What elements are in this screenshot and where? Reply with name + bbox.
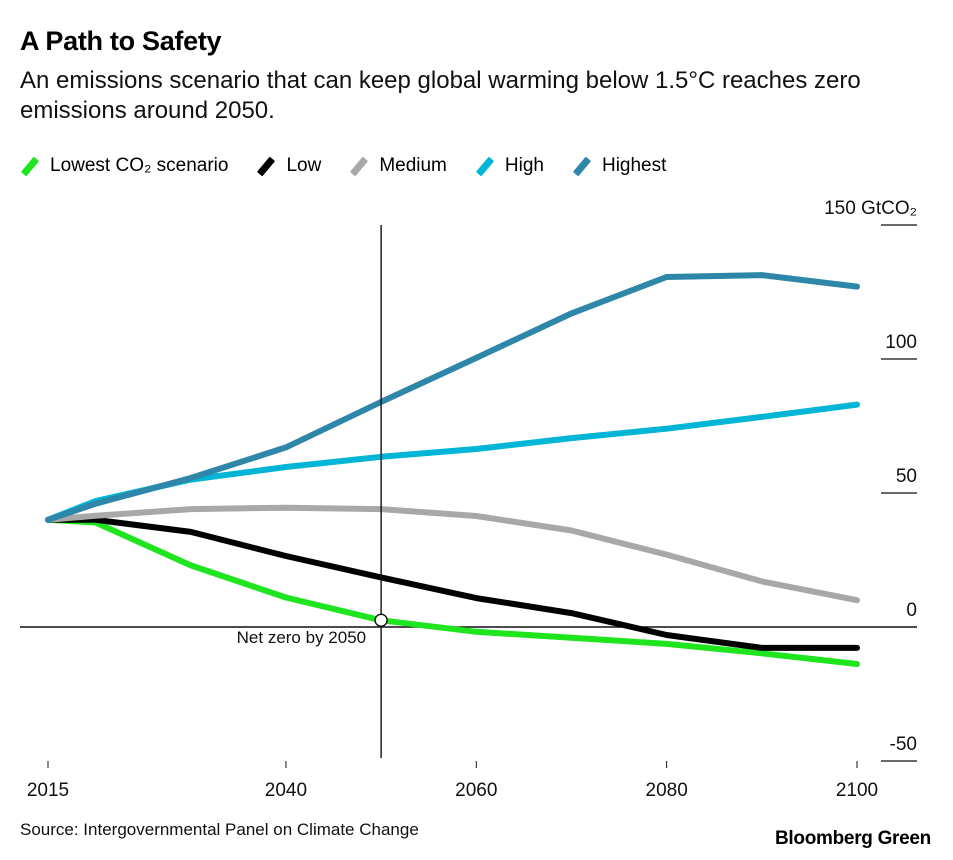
brand-logo: Bloomberg Green	[775, 828, 931, 849]
legend: Lowest CO₂ scenario Low Medium High High…	[20, 155, 694, 177]
y-tick-label: 150 GtCO₂	[824, 198, 917, 219]
legend-item-low: Low	[256, 155, 321, 177]
series-lines	[45, 272, 860, 667]
y-tick-label: 0	[906, 600, 917, 621]
y-tick-label: 50	[896, 466, 917, 487]
series-line-highest	[45, 272, 860, 523]
source-note: Source: Intergovernmental Panel on Clima…	[20, 820, 419, 839]
series-line-high	[45, 401, 860, 523]
legend-item-highest: Highest	[572, 155, 666, 177]
x-tick-label: 2040	[265, 780, 307, 801]
x-tick-label: 2015	[27, 780, 69, 801]
series-line-medium	[45, 504, 860, 604]
legend-label-lowest: Lowest CO₂ scenario	[50, 155, 229, 176]
legend-label-high: High	[504, 155, 544, 176]
x-tick-label: 2060	[455, 780, 497, 801]
chart-subtitle: An emissions scenario that can keep glob…	[20, 67, 861, 124]
x-tick-label: 2080	[646, 780, 688, 801]
axes: 150 GtCO₂ 100 50 0 -50 2015 2040 2060 2080 2100	[20, 198, 917, 801]
legend-item-medium: Medium	[349, 155, 447, 177]
legend-label-low: Low	[286, 155, 322, 176]
legend-item-lowest: Lowest CO₂ scenario	[20, 155, 228, 177]
y-tick-label: -50	[890, 734, 917, 755]
x-tick-label: 2100	[836, 780, 878, 801]
legend-label-highest: Highest	[601, 155, 667, 176]
legend-item-high: High	[475, 155, 544, 177]
annotations: Net zero by 2050	[237, 225, 388, 758]
y-tick-label: 100	[885, 332, 917, 353]
net-zero-label: Net zero by 2050	[237, 628, 366, 647]
series-line-lowest-co-scenario	[45, 516, 860, 667]
legend-label-medium: Medium	[379, 155, 447, 176]
series-line-low	[45, 516, 860, 651]
chart-title: A Path to Safety	[20, 26, 222, 56]
net-zero-marker	[374, 613, 388, 627]
